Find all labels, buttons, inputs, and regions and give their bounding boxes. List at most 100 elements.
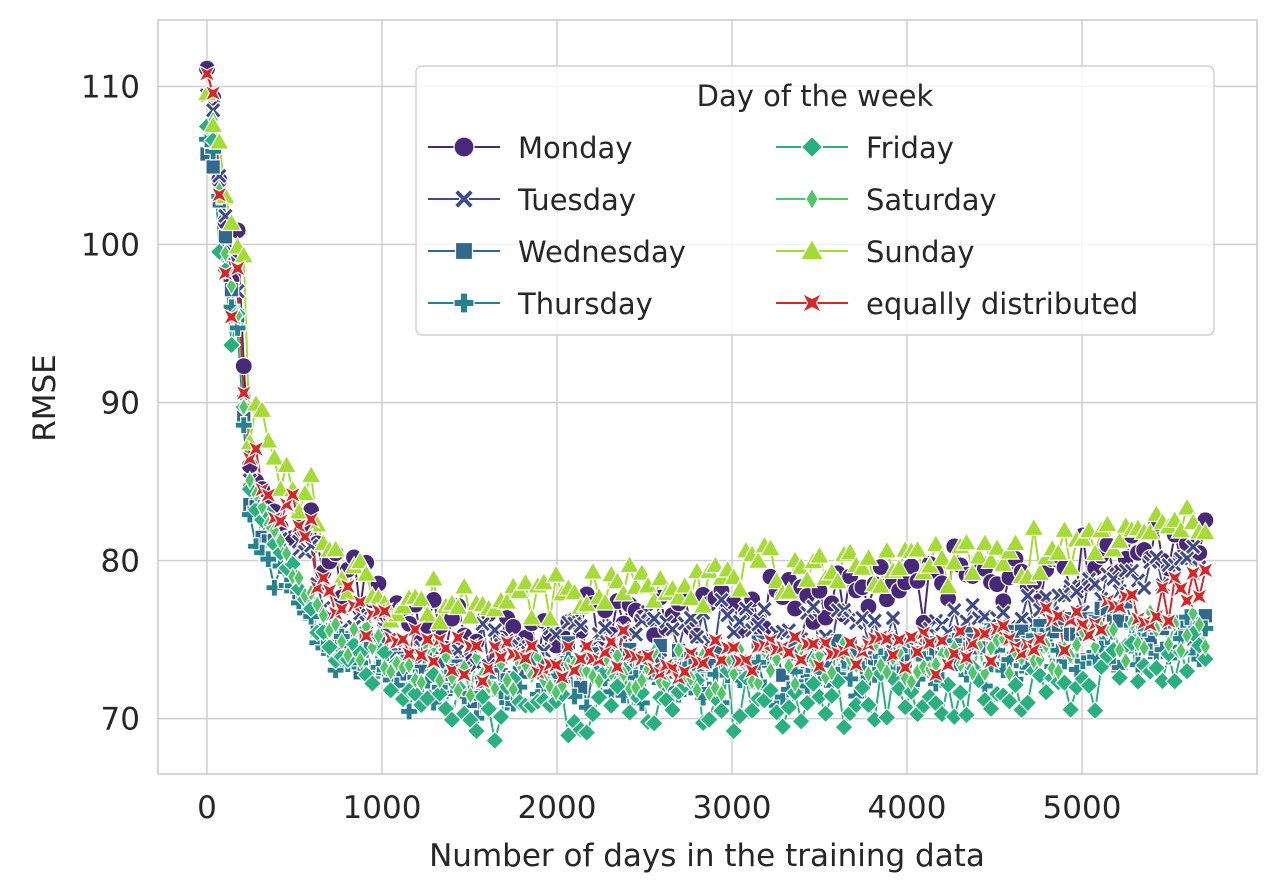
data-point <box>270 511 291 531</box>
data-point <box>851 557 874 577</box>
data-point <box>234 416 253 435</box>
data-point <box>715 683 728 704</box>
data-point <box>1054 640 1075 660</box>
data-point <box>1119 650 1132 672</box>
data-point <box>514 571 537 591</box>
x-axis-label: Number of days in the training data <box>429 838 985 874</box>
data-point <box>950 682 971 703</box>
data-point <box>680 587 702 607</box>
data-point <box>821 685 842 706</box>
data-point <box>552 667 572 687</box>
data-point <box>1086 575 1105 594</box>
data-point <box>220 212 243 232</box>
data-point <box>772 716 793 737</box>
data-point <box>228 258 248 278</box>
legend-label: Friday <box>866 131 954 165</box>
data-point <box>1128 671 1148 692</box>
series-layer <box>196 59 1217 751</box>
legend-marker <box>801 292 823 314</box>
data-point <box>1034 649 1046 670</box>
data-point <box>1089 636 1102 657</box>
data-point <box>764 660 777 681</box>
data-point <box>644 713 664 734</box>
data-point <box>789 673 801 695</box>
data-point <box>796 569 819 589</box>
data-point <box>453 575 476 595</box>
data-point <box>827 570 849 590</box>
legend-entry-saturday: Saturday <box>776 183 997 217</box>
data-point <box>349 550 371 570</box>
legend-entries: Monday Tuesday Wednesday Thursday Friday Satu… <box>428 131 1138 321</box>
data-point <box>688 628 706 646</box>
x-tick-label: 4000 <box>868 790 947 826</box>
data-point <box>662 700 683 720</box>
legend-marker <box>799 238 825 261</box>
data-point <box>473 671 493 691</box>
data-point <box>1084 542 1106 562</box>
data-point <box>292 567 305 589</box>
data-point <box>1085 700 1105 721</box>
data-point <box>742 661 762 681</box>
data-point <box>1060 699 1081 720</box>
data-point <box>1113 639 1126 661</box>
data-point <box>986 537 1008 556</box>
data-point <box>704 554 727 574</box>
data-point <box>966 662 979 683</box>
data-point <box>1184 537 1203 556</box>
data-point <box>791 650 811 670</box>
data-point <box>981 698 1001 719</box>
data-point <box>1079 675 1099 696</box>
x-tick-label: 2000 <box>518 790 597 826</box>
y-tick-label: 100 <box>81 227 140 263</box>
data-point <box>749 615 768 634</box>
data-point <box>372 625 385 647</box>
data-point <box>459 605 482 625</box>
data-point <box>485 730 505 751</box>
data-point <box>865 611 884 630</box>
data-point <box>205 159 221 175</box>
data-point <box>256 496 269 517</box>
data-point <box>246 439 266 459</box>
data-point <box>937 575 959 595</box>
legend-label: Saturday <box>866 183 997 217</box>
data-point <box>692 594 714 614</box>
data-point <box>1183 563 1203 583</box>
data-point <box>857 547 880 567</box>
data-point <box>436 638 456 658</box>
legend-label: Monday <box>518 131 633 165</box>
legend-marker <box>454 241 474 261</box>
data-point <box>619 702 640 723</box>
data-point <box>880 662 893 683</box>
data-point <box>1067 582 1086 601</box>
data-point <box>752 672 765 694</box>
data-point <box>221 335 242 355</box>
data-point <box>237 396 250 418</box>
data-point <box>300 464 322 484</box>
data-point <box>846 655 866 675</box>
data-point <box>712 590 731 609</box>
data-point <box>755 600 774 619</box>
legend-label: Tuesday <box>517 183 636 217</box>
data-point <box>1195 560 1215 580</box>
data-point <box>355 563 378 583</box>
data-point <box>834 717 854 737</box>
data-point <box>1109 667 1130 688</box>
legend-label: Wednesday <box>518 235 686 269</box>
data-point <box>956 705 977 725</box>
data-point <box>399 644 419 664</box>
data-point <box>466 636 487 656</box>
data-point <box>1122 585 1142 605</box>
data-point <box>722 566 745 586</box>
data-point <box>877 707 897 728</box>
legend-label: Thursday <box>517 287 653 321</box>
data-point <box>564 660 585 681</box>
data-point <box>1104 569 1123 588</box>
data-point <box>723 721 744 741</box>
data-point <box>663 620 682 639</box>
data-point <box>1107 619 1120 640</box>
data-point <box>1174 640 1187 661</box>
legend-entry-thursday: Thursday <box>428 287 653 321</box>
data-point <box>319 581 340 601</box>
data-point <box>895 697 916 717</box>
data-point <box>899 668 912 689</box>
